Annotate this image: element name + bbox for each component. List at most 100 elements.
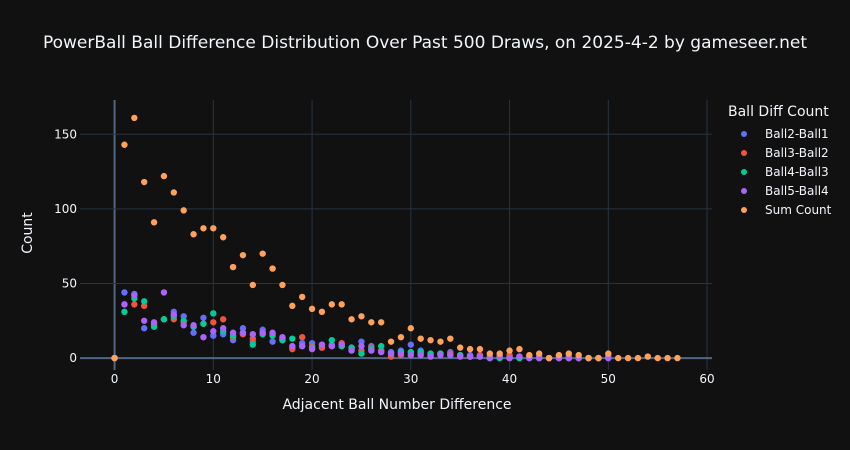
data-point[interactable] (605, 350, 612, 357)
data-point[interactable] (644, 353, 652, 360)
data-point[interactable] (348, 347, 355, 354)
data-point[interactable] (466, 353, 474, 360)
data-point[interactable] (338, 301, 345, 308)
data-point[interactable] (358, 342, 365, 350)
data-point[interactable] (397, 350, 405, 357)
data-point[interactable] (516, 345, 523, 353)
data-point[interactable] (427, 336, 434, 344)
data-point[interactable] (210, 310, 217, 317)
data-point[interactable] (150, 219, 158, 226)
data-point[interactable] (200, 333, 207, 341)
data-point[interactable] (476, 345, 484, 353)
data-point[interactable] (298, 333, 306, 341)
data-point[interactable] (466, 345, 474, 353)
data-point[interactable] (308, 345, 316, 353)
data-point[interactable] (219, 325, 227, 332)
data-point[interactable] (239, 329, 247, 336)
legend-item[interactable]: Ball2-Ball1 (728, 124, 831, 143)
data-point[interactable] (338, 341, 345, 348)
data-point[interactable] (180, 207, 187, 214)
data-point[interactable] (565, 350, 573, 357)
data-point[interactable] (575, 351, 582, 359)
data-point[interactable] (407, 351, 415, 359)
legend-item[interactable]: Ball5-Ball4 (728, 181, 831, 200)
data-point[interactable] (595, 354, 602, 362)
data-point[interactable] (249, 341, 257, 348)
data-point[interactable] (269, 329, 276, 336)
data-point[interactable] (219, 316, 227, 323)
data-point[interactable] (456, 353, 464, 360)
data-point[interactable] (121, 308, 128, 316)
data-point[interactable] (269, 265, 276, 272)
data-point[interactable] (279, 333, 286, 341)
data-point[interactable] (298, 342, 306, 350)
data-point[interactable] (150, 323, 158, 330)
data-point[interactable] (555, 351, 563, 359)
data-point[interactable] (368, 319, 375, 326)
legend[interactable]: Ball Diff Count Ball2-Ball1 Ball3-Ball2 Ba… (728, 104, 831, 219)
data-point[interactable] (358, 350, 365, 357)
data-point[interactable] (140, 178, 148, 186)
data-point[interactable] (387, 350, 395, 357)
data-point[interactable] (170, 311, 178, 319)
data-point[interactable] (121, 301, 128, 308)
data-point[interactable] (476, 353, 484, 360)
data-point[interactable] (614, 354, 622, 362)
data-point[interactable] (535, 354, 543, 362)
data-point[interactable] (140, 317, 148, 324)
data-point[interactable] (368, 347, 375, 354)
data-point[interactable] (249, 330, 257, 338)
data-point[interactable] (535, 350, 543, 357)
data-point[interactable] (289, 335, 296, 342)
data-point[interactable] (210, 225, 217, 232)
data-point[interactable] (585, 354, 592, 362)
data-point[interactable] (328, 336, 336, 344)
data-point[interactable] (348, 316, 355, 323)
data-point[interactable] (210, 328, 217, 335)
data-point[interactable] (328, 301, 336, 308)
data-point[interactable] (486, 350, 494, 357)
data-point[interactable] (200, 320, 207, 327)
data-point[interactable] (447, 335, 454, 342)
data-point[interactable] (140, 325, 148, 332)
data-point[interactable] (407, 341, 415, 348)
data-point[interactable] (318, 308, 326, 316)
data-point[interactable] (624, 354, 632, 362)
data-point[interactable] (526, 351, 533, 359)
data-point[interactable] (140, 298, 148, 305)
data-point[interactable] (279, 281, 286, 289)
data-point[interactable] (229, 263, 237, 271)
data-point[interactable] (259, 250, 266, 257)
data-point[interactable] (160, 172, 168, 180)
data-point[interactable] (200, 314, 207, 321)
data-point[interactable] (447, 351, 454, 359)
data-point[interactable] (506, 354, 513, 362)
data-point[interactable] (239, 325, 247, 332)
data-point[interactable] (506, 347, 513, 354)
data-point[interactable] (634, 354, 642, 362)
data-point[interactable] (407, 325, 415, 332)
data-point[interactable] (160, 289, 168, 296)
data-point[interactable] (654, 354, 661, 362)
data-point[interactable] (180, 313, 187, 320)
legend-item[interactable]: Sum Count (728, 200, 831, 219)
data-point[interactable] (190, 329, 197, 336)
data-point[interactable] (121, 141, 128, 148)
legend-item[interactable]: Ball3-Ball2 (728, 143, 831, 162)
data-point[interactable] (249, 281, 257, 289)
data-point[interactable] (545, 354, 553, 362)
data-point[interactable] (387, 338, 395, 345)
data-point[interactable] (131, 114, 138, 122)
data-point[interactable] (180, 322, 187, 329)
data-point[interactable] (190, 231, 197, 238)
data-point[interactable] (377, 342, 385, 350)
data-point[interactable] (160, 316, 168, 323)
data-point[interactable] (417, 351, 424, 359)
data-point[interactable] (397, 333, 405, 341)
data-point[interactable] (239, 251, 247, 259)
data-point[interactable] (210, 319, 217, 326)
data-point[interactable] (170, 189, 178, 196)
data-point[interactable] (674, 354, 681, 362)
data-point[interactable] (308, 305, 316, 313)
data-point[interactable] (150, 319, 158, 326)
